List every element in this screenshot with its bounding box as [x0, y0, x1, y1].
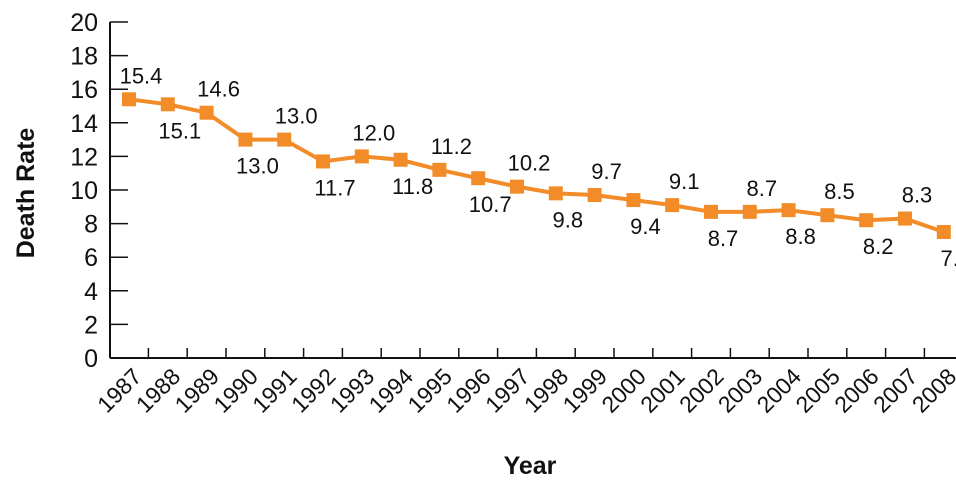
- data-label: 10.7: [469, 192, 512, 217]
- data-point-marker: [277, 132, 292, 147]
- data-label: 15.1: [158, 118, 201, 143]
- data-point-marker: [548, 186, 563, 201]
- y-tick-label: 18: [70, 43, 98, 71]
- data-label: 8.7: [747, 176, 778, 201]
- x-axis-title: Year: [504, 452, 557, 480]
- data-point-marker: [626, 193, 641, 208]
- y-tick-label: 20: [70, 9, 98, 37]
- data-point-marker: [471, 171, 486, 186]
- data-label: 8.2: [863, 234, 894, 259]
- data-label: 9.4: [630, 214, 661, 239]
- data-point-marker: [936, 225, 951, 239]
- data-point-marker: [859, 213, 874, 228]
- data-label: 14.6: [197, 77, 240, 102]
- data-point-marker: [665, 198, 680, 213]
- data-label: 8.7: [708, 226, 739, 251]
- series-line: [128, 97, 945, 234]
- data-point-marker: [898, 211, 912, 226]
- y-tick-label: 4: [84, 278, 98, 306]
- data-point-marker: [199, 105, 214, 120]
- data-point-marker: [122, 92, 136, 107]
- data-point-marker: [316, 154, 330, 169]
- data-point-marker: [432, 162, 447, 177]
- y-axis: 0 2 4 6 8 10 12 14 16 18 20: [70, 9, 128, 373]
- data-label: 11.2: [431, 134, 472, 159]
- data-label: 9.7: [591, 159, 622, 184]
- data-labels: 15.4 15.1 14.6 13.0 13.0 11.7 12.0 11.8 11.2 10.7…: [120, 63, 956, 271]
- data-point-marker: [587, 188, 602, 203]
- data-point-marker: [742, 204, 757, 219]
- data-label: 8.8: [785, 224, 816, 249]
- data-point-marker: [238, 132, 253, 147]
- y-tick-label: 6: [84, 244, 98, 272]
- data-label: 13.0: [275, 104, 318, 129]
- series-death-rate: [122, 92, 951, 239]
- data-point-marker: [354, 149, 369, 164]
- x-tick-label: 2008: [907, 363, 956, 418]
- x-axis: 1987198819891990199119921993199419951996…: [92, 348, 956, 418]
- y-axis-title: Death Rate: [12, 128, 40, 259]
- data-label: 8.3: [902, 183, 933, 208]
- y-tick-label: 0: [84, 345, 98, 373]
- data-point-marker: [781, 203, 796, 218]
- data-label: 13.0: [236, 154, 279, 179]
- y-tick-label: 10: [70, 177, 98, 205]
- data-label: 8.5: [824, 179, 855, 204]
- data-label: 12.0: [352, 120, 395, 145]
- y-tick-label: 8: [84, 211, 98, 239]
- data-label: 9.1: [669, 169, 700, 194]
- data-label: 7.5: [941, 246, 956, 271]
- data-point-marker: [510, 179, 524, 194]
- data-label: 15.4: [120, 63, 163, 88]
- data-label: 11.7: [314, 175, 355, 200]
- data-point-marker: [160, 97, 175, 112]
- data-label: 10.2: [508, 151, 551, 176]
- data-label: 11.8: [392, 174, 433, 199]
- y-tick-label: 2: [84, 311, 98, 339]
- y-tick-label: 14: [70, 110, 98, 138]
- data-label: 9.8: [553, 207, 584, 232]
- data-point-marker: [820, 208, 835, 223]
- data-point-marker: [393, 152, 408, 167]
- y-tick-label: 12: [70, 143, 98, 171]
- data-point-marker: [704, 204, 718, 219]
- y-tick-label: 16: [70, 76, 98, 104]
